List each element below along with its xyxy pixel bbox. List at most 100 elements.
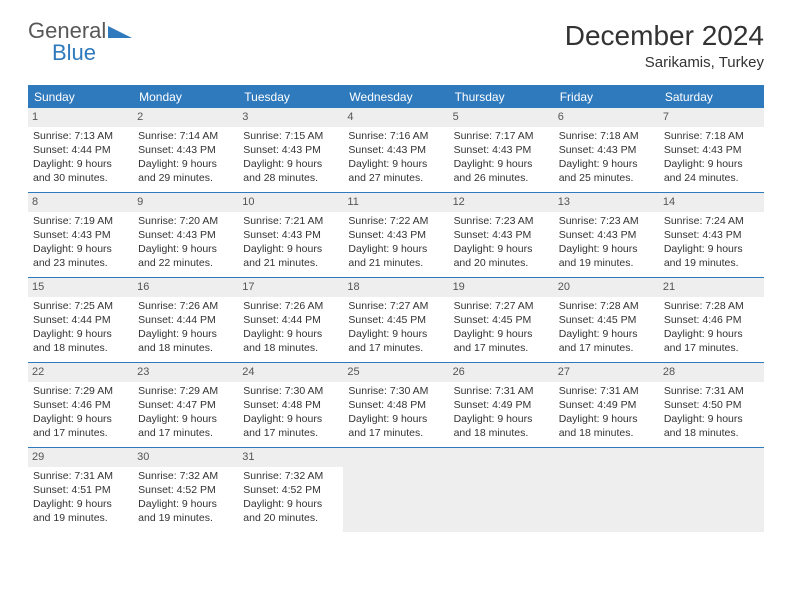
cell-day1: Daylight: 9 hours	[454, 157, 549, 171]
day-number: 31	[238, 448, 343, 467]
cell-day2: and 21 minutes.	[348, 256, 443, 270]
cell-day1: Daylight: 9 hours	[138, 497, 233, 511]
cell-sunset: Sunset: 4:43 PM	[348, 228, 443, 242]
calendar-cell: 8Sunrise: 7:19 AMSunset: 4:43 PMDaylight…	[28, 193, 133, 277]
calendar-cell: 14Sunrise: 7:24 AMSunset: 4:43 PMDayligh…	[659, 193, 764, 277]
dow-header: Saturday	[659, 86, 764, 108]
cell-day2: and 17 minutes.	[559, 341, 654, 355]
cell-day1: Daylight: 9 hours	[348, 412, 443, 426]
cell-day2: and 19 minutes.	[664, 256, 759, 270]
cell-sunrise: Sunrise: 7:26 AM	[138, 299, 233, 313]
day-number: 21	[659, 278, 764, 297]
cell-sunrise: Sunrise: 7:21 AM	[243, 214, 338, 228]
day-number: 23	[133, 363, 238, 382]
calendar-cell: 5Sunrise: 7:17 AMSunset: 4:43 PMDaylight…	[449, 108, 554, 192]
day-number: 19	[449, 278, 554, 297]
cell-day2: and 24 minutes.	[664, 171, 759, 185]
day-number: 22	[28, 363, 133, 382]
cell-day2: and 19 minutes.	[138, 511, 233, 525]
cell-sunset: Sunset: 4:43 PM	[33, 228, 128, 242]
cell-day2: and 26 minutes.	[454, 171, 549, 185]
day-number: 24	[238, 363, 343, 382]
cell-sunrise: Sunrise: 7:26 AM	[243, 299, 338, 313]
cell-sunrise: Sunrise: 7:28 AM	[664, 299, 759, 313]
calendar-cell: 1Sunrise: 7:13 AMSunset: 4:44 PMDaylight…	[28, 108, 133, 192]
cell-day2: and 21 minutes.	[243, 256, 338, 270]
day-number: 16	[133, 278, 238, 297]
day-number: 29	[28, 448, 133, 467]
day-number: 18	[343, 278, 448, 297]
cell-day2: and 27 minutes.	[348, 171, 443, 185]
day-number: 17	[238, 278, 343, 297]
day-number: 4	[343, 108, 448, 127]
cell-day1: Daylight: 9 hours	[33, 157, 128, 171]
day-number: 10	[238, 193, 343, 212]
logo-text-blue: Blue	[52, 42, 132, 64]
cell-sunrise: Sunrise: 7:30 AM	[348, 384, 443, 398]
title-block: December 2024 Sarikamis, Turkey	[565, 20, 764, 71]
cell-sunrise: Sunrise: 7:29 AM	[138, 384, 233, 398]
cell-sunrise: Sunrise: 7:32 AM	[138, 469, 233, 483]
cell-sunrise: Sunrise: 7:19 AM	[33, 214, 128, 228]
cell-day2: and 28 minutes.	[243, 171, 338, 185]
cell-sunrise: Sunrise: 7:22 AM	[348, 214, 443, 228]
cell-day1: Daylight: 9 hours	[559, 242, 654, 256]
day-number: 8	[28, 193, 133, 212]
cell-sunrise: Sunrise: 7:23 AM	[454, 214, 549, 228]
dow-header: Friday	[554, 86, 659, 108]
logo-text-general: General	[28, 20, 106, 42]
cell-sunrise: Sunrise: 7:31 AM	[33, 469, 128, 483]
calendar-cell: 10Sunrise: 7:21 AMSunset: 4:43 PMDayligh…	[238, 193, 343, 277]
cell-day2: and 17 minutes.	[664, 341, 759, 355]
cell-sunrise: Sunrise: 7:18 AM	[559, 129, 654, 143]
cell-day2: and 19 minutes.	[33, 511, 128, 525]
cell-day1: Daylight: 9 hours	[454, 412, 549, 426]
cell-day2: and 18 minutes.	[454, 426, 549, 440]
calendar-cell: 22Sunrise: 7:29 AMSunset: 4:46 PMDayligh…	[28, 363, 133, 447]
cell-sunrise: Sunrise: 7:20 AM	[138, 214, 233, 228]
cell-day2: and 17 minutes.	[138, 426, 233, 440]
cell-day1: Daylight: 9 hours	[559, 412, 654, 426]
dow-header: Wednesday	[343, 86, 448, 108]
calendar-cell: 23Sunrise: 7:29 AMSunset: 4:47 PMDayligh…	[133, 363, 238, 447]
cell-day1: Daylight: 9 hours	[559, 327, 654, 341]
calendar-cell: 29Sunrise: 7:31 AMSunset: 4:51 PMDayligh…	[28, 448, 133, 532]
calendar-cell: 18Sunrise: 7:27 AMSunset: 4:45 PMDayligh…	[343, 278, 448, 362]
day-number: 25	[343, 363, 448, 382]
day-number: 11	[343, 193, 448, 212]
day-number: 20	[554, 278, 659, 297]
header: General Blue December 2024 Sarikamis, Tu…	[28, 20, 764, 71]
cell-day2: and 25 minutes.	[559, 171, 654, 185]
cell-day1: Daylight: 9 hours	[454, 242, 549, 256]
cell-day2: and 20 minutes.	[454, 256, 549, 270]
cell-day1: Daylight: 9 hours	[243, 327, 338, 341]
cell-sunset: Sunset: 4:43 PM	[138, 228, 233, 242]
logo-triangle-icon	[108, 22, 132, 42]
calendar-cell: 13Sunrise: 7:23 AMSunset: 4:43 PMDayligh…	[554, 193, 659, 277]
cell-day2: and 18 minutes.	[33, 341, 128, 355]
cell-day1: Daylight: 9 hours	[664, 157, 759, 171]
cell-sunset: Sunset: 4:43 PM	[348, 143, 443, 157]
location: Sarikamis, Turkey	[565, 54, 764, 71]
calendar-cell	[343, 448, 448, 532]
calendar-cell: 3Sunrise: 7:15 AMSunset: 4:43 PMDaylight…	[238, 108, 343, 192]
cell-sunrise: Sunrise: 7:31 AM	[454, 384, 549, 398]
logo-top-row: General	[28, 20, 132, 42]
cell-day1: Daylight: 9 hours	[138, 327, 233, 341]
cell-sunset: Sunset: 4:43 PM	[138, 143, 233, 157]
cell-sunrise: Sunrise: 7:27 AM	[348, 299, 443, 313]
cell-sunset: Sunset: 4:43 PM	[559, 143, 654, 157]
cell-day1: Daylight: 9 hours	[33, 497, 128, 511]
calendar-cell: 24Sunrise: 7:30 AMSunset: 4:48 PMDayligh…	[238, 363, 343, 447]
calendar-cell: 31Sunrise: 7:32 AMSunset: 4:52 PMDayligh…	[238, 448, 343, 532]
calendar-cell: 27Sunrise: 7:31 AMSunset: 4:49 PMDayligh…	[554, 363, 659, 447]
cell-day2: and 30 minutes.	[33, 171, 128, 185]
day-number: 5	[449, 108, 554, 127]
cell-day1: Daylight: 9 hours	[33, 412, 128, 426]
calendar-cell: 17Sunrise: 7:26 AMSunset: 4:44 PMDayligh…	[238, 278, 343, 362]
calendar-cell: 15Sunrise: 7:25 AMSunset: 4:44 PMDayligh…	[28, 278, 133, 362]
cell-sunrise: Sunrise: 7:16 AM	[348, 129, 443, 143]
day-number: 9	[133, 193, 238, 212]
cell-sunrise: Sunrise: 7:14 AM	[138, 129, 233, 143]
day-number: 27	[554, 363, 659, 382]
